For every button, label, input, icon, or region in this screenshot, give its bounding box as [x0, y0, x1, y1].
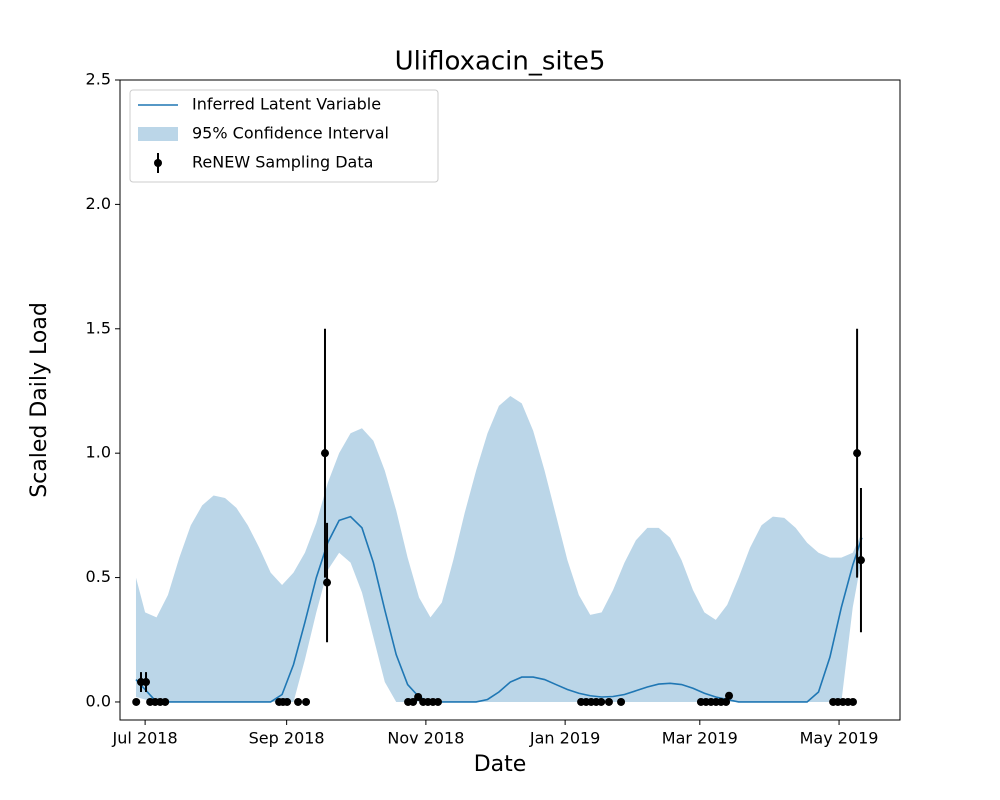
x-tick-label: Mar 2019: [662, 729, 738, 748]
x-tick-label: Jan 2019: [529, 729, 600, 748]
chart-title: Ulifloxacin_site5: [395, 47, 606, 77]
sample-point: [604, 697, 613, 706]
legend-label: 95% Confidence Interval: [192, 124, 389, 143]
sample-point: [161, 697, 170, 706]
legend-label: ReNEW Sampling Data: [192, 153, 373, 172]
y-tick-label: 1.5: [86, 318, 111, 337]
sample-point: [323, 578, 332, 587]
x-tick-label: Jul 2018: [112, 729, 178, 748]
plot-area: [132, 328, 865, 706]
y-tick-label: 0.0: [86, 691, 111, 710]
sample-point: [414, 692, 423, 701]
sample-point: [722, 697, 731, 706]
y-tick-label: 1.0: [86, 443, 111, 462]
x-tick-label: May 2019: [800, 729, 879, 748]
sample-point: [617, 697, 626, 706]
legend-label: Inferred Latent Variable: [192, 95, 381, 114]
x-tick-label: Nov 2018: [387, 729, 464, 748]
sample-point: [294, 697, 303, 706]
latent-line: [135, 515, 863, 703]
sample-point: [597, 697, 606, 706]
sample-point: [302, 697, 311, 706]
axes-frame: [119, 79, 901, 721]
sample-point: [848, 697, 857, 706]
sample-point: [725, 691, 734, 700]
sample-point: [433, 697, 442, 706]
y-axis-label: Scaled Daily Load: [27, 302, 52, 498]
y-tick-label: 0.5: [86, 567, 111, 586]
y-tick-label: 2.5: [86, 70, 111, 89]
legend-band-swatch: [138, 127, 178, 141]
x-tick-label: Sep 2018: [249, 729, 325, 748]
sample-point: [283, 697, 292, 706]
sample-point: [853, 449, 862, 458]
legend-point-swatch: [154, 159, 162, 167]
sample-point: [132, 697, 141, 706]
x-axis-label: Date: [474, 752, 527, 777]
legend-box: [129, 89, 439, 183]
y-tick-label: 2.0: [86, 194, 111, 213]
confidence-band: [135, 395, 862, 702]
sample-point: [320, 449, 329, 458]
sample-point: [409, 697, 418, 706]
sample-point: [856, 556, 865, 565]
sample-point: [142, 678, 151, 687]
